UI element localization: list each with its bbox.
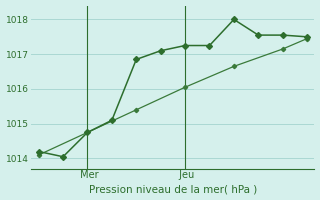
X-axis label: Pression niveau de la mer( hPa ): Pression niveau de la mer( hPa ) bbox=[89, 184, 257, 194]
